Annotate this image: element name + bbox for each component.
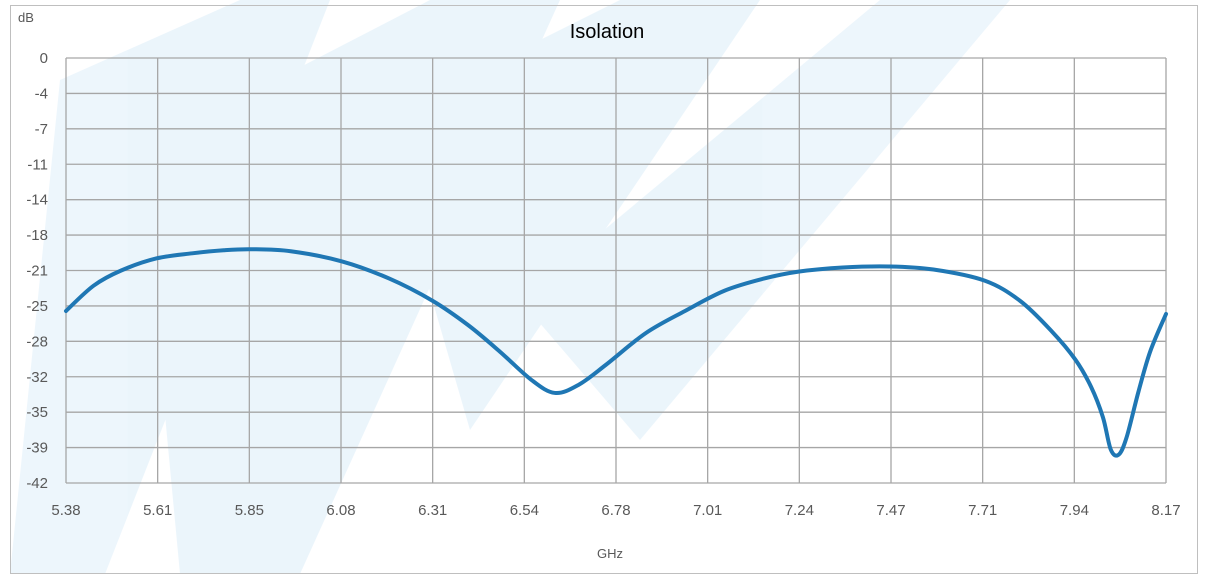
y-tick-label: -14 <box>26 192 48 209</box>
x-tick-label: 5.38 <box>51 502 80 519</box>
x-tick-label: 5.85 <box>235 502 264 519</box>
x-tick-label: 7.01 <box>693 502 722 519</box>
y-tick-label: -39 <box>26 440 48 457</box>
x-tick-label: 7.94 <box>1060 502 1089 519</box>
x-tick-label: 6.08 <box>326 502 355 519</box>
y-tick-label: -18 <box>26 227 48 244</box>
x-tick-label: 6.31 <box>418 502 447 519</box>
y-tick-label: -32 <box>26 369 48 386</box>
y-tick-label: -35 <box>26 404 48 421</box>
x-tick-label: 8.17 <box>1151 502 1180 519</box>
watermark-logo <box>10 0 1010 574</box>
x-tick-label: 7.47 <box>876 502 905 519</box>
series-group <box>64 247 1168 458</box>
y-tick-label: -21 <box>26 263 48 280</box>
x-tick-label: 5.61 <box>143 502 172 519</box>
grid-lines <box>65 57 1167 484</box>
y-tick-label: -28 <box>26 333 48 350</box>
series-line-0 <box>64 247 1168 458</box>
y-tick-labels: 0 -4 -7 -11 -14 -18 -21 -25 -28 -32 -35 -39 -42 <box>26 50 48 492</box>
y-tick-label: -11 <box>27 156 48 173</box>
x-tick-labels: 5.38 5.61 5.85 6.08 6.31 6.54 6.78 7.01 7.24 7.47… <box>51 502 1180 519</box>
x-tick-label: 6.78 <box>601 502 630 519</box>
chart-title: Isolation <box>570 21 645 43</box>
x-tick-label: 7.71 <box>968 502 997 519</box>
y-tick-label: 0 <box>40 50 48 67</box>
y-tick-label: -25 <box>26 298 48 315</box>
x-axis-label: GHz <box>597 546 623 561</box>
y-tick-label: -42 <box>26 475 48 492</box>
y-axis-label: dB <box>18 10 34 25</box>
x-tick-label: 7.24 <box>785 502 814 519</box>
y-tick-label: -7 <box>35 121 48 138</box>
y-tick-label: -4 <box>35 85 48 102</box>
x-tick-label: 6.54 <box>510 502 539 519</box>
